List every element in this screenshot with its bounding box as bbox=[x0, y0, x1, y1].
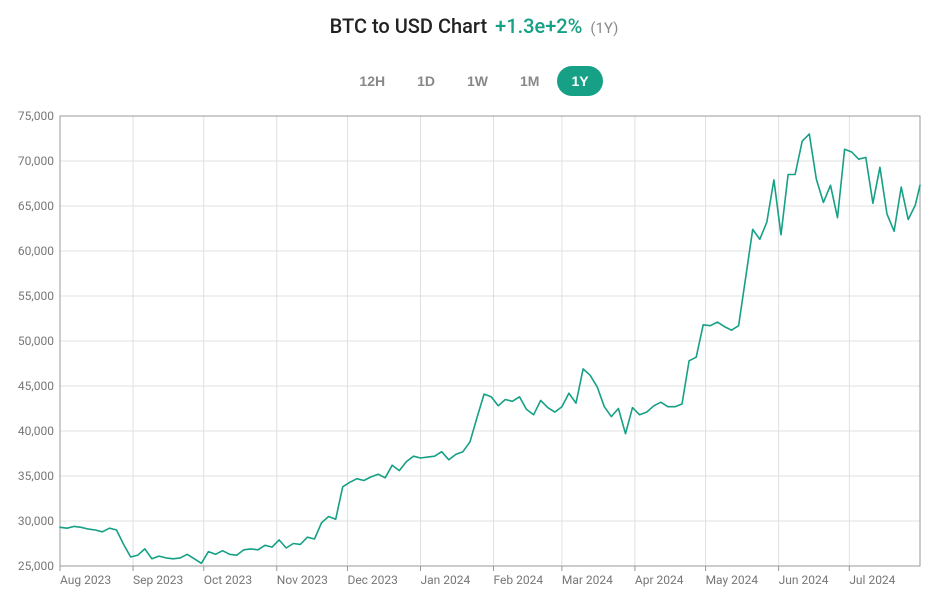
svg-text:May 2024: May 2024 bbox=[706, 573, 759, 587]
range-btn-1m[interactable]: 1M bbox=[506, 66, 553, 96]
range-btn-1d[interactable]: 1D bbox=[403, 66, 449, 96]
svg-text:30,000: 30,000 bbox=[18, 514, 54, 528]
svg-text:25,000: 25,000 bbox=[18, 559, 54, 573]
svg-text:Jun 2024: Jun 2024 bbox=[779, 573, 829, 587]
svg-text:Dec 2023: Dec 2023 bbox=[347, 573, 397, 587]
svg-text:50,000: 50,000 bbox=[18, 334, 54, 348]
price-chart: 25,000 30,000 35,000 40,000 45,000 50,000 55,0… bbox=[0, 106, 948, 611]
range-selector: 12H1D1W1M1Y bbox=[0, 66, 948, 96]
svg-text:60,000: 60,000 bbox=[18, 244, 54, 258]
svg-text:70,000: 70,000 bbox=[18, 154, 54, 168]
svg-text:40,000: 40,000 bbox=[18, 424, 54, 438]
range-btn-12h[interactable]: 12H bbox=[345, 66, 399, 96]
svg-text:35,000: 35,000 bbox=[18, 469, 54, 483]
period-label: (1Y) bbox=[590, 19, 618, 37]
svg-text:Feb 2024: Feb 2024 bbox=[494, 573, 544, 587]
svg-text:Sep 2023: Sep 2023 bbox=[133, 573, 183, 587]
range-btn-1w[interactable]: 1W bbox=[453, 66, 502, 96]
svg-text:Apr 2024: Apr 2024 bbox=[635, 573, 684, 587]
svg-text:Oct 2023: Oct 2023 bbox=[204, 573, 252, 587]
chart-title: BTC to USD Chart bbox=[330, 14, 487, 38]
svg-text:75,000: 75,000 bbox=[18, 109, 54, 123]
svg-text:Jul 2024: Jul 2024 bbox=[849, 573, 895, 587]
svg-text:45,000: 45,000 bbox=[18, 379, 54, 393]
svg-text:65,000: 65,000 bbox=[18, 199, 54, 213]
svg-text:55,000: 55,000 bbox=[18, 289, 54, 303]
svg-text:Jan 2024: Jan 2024 bbox=[420, 573, 470, 587]
svg-text:Aug 2023: Aug 2023 bbox=[60, 573, 111, 587]
range-btn-1y[interactable]: 1Y bbox=[557, 66, 602, 96]
price-change-pct: +1.3e+2% bbox=[495, 14, 582, 38]
svg-text:Mar 2024: Mar 2024 bbox=[562, 573, 613, 587]
svg-text:Nov 2023: Nov 2023 bbox=[277, 573, 328, 587]
